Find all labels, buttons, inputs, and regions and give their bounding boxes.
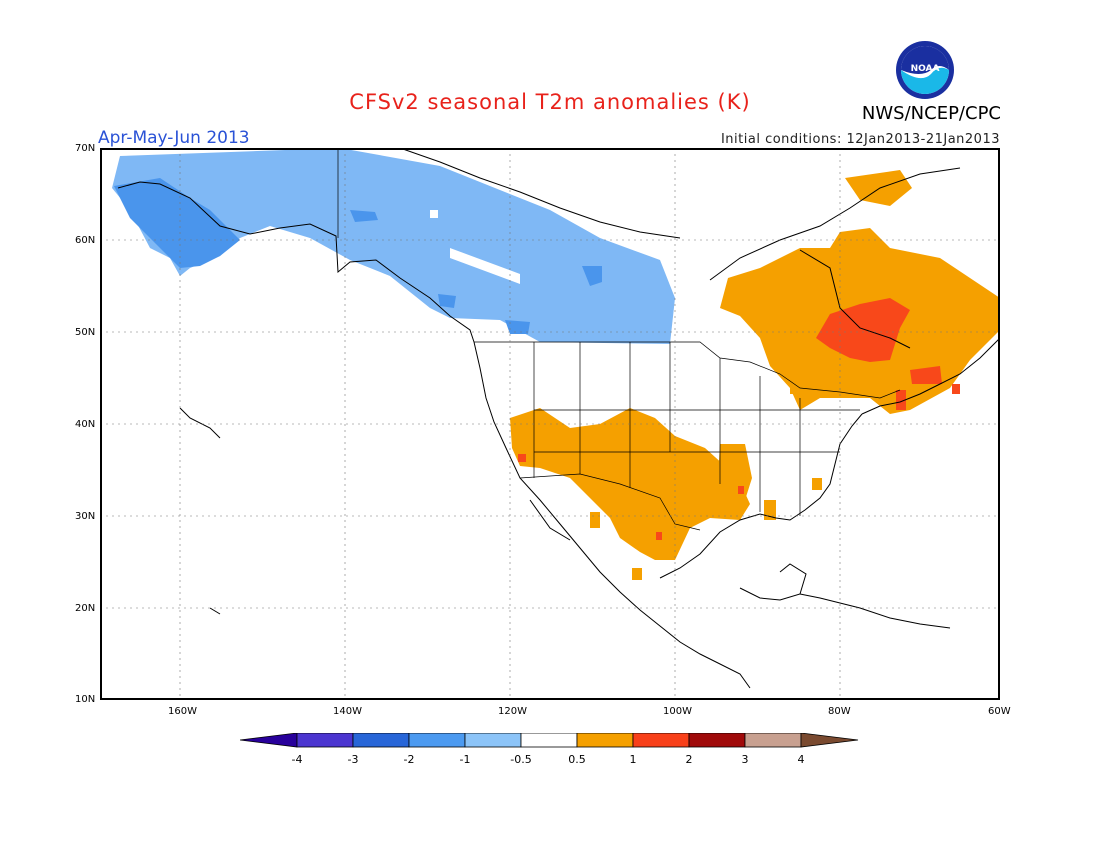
lon-label: 120W <box>498 706 527 717</box>
lat-label: 50N <box>75 327 96 338</box>
agency-label: NWS/NCEP/CPC <box>861 103 1001 124</box>
graticule <box>100 148 1000 700</box>
lat-label: 10N <box>75 694 96 705</box>
colorbar-label: -2 <box>404 753 415 766</box>
anomaly-map <box>100 148 1000 700</box>
noaa-logo-text: NOAA <box>911 64 940 74</box>
colorbar-swatch <box>296 733 354 748</box>
colorbar-swatch <box>240 733 298 748</box>
colorbar: -4 -3 -2 -1 -0.5 0.5 1 2 3 4 <box>240 733 859 766</box>
colorbar-label: -0.5 <box>510 753 531 766</box>
map-frame <box>100 148 1000 700</box>
lon-label: 80W <box>828 706 851 717</box>
noaa-logo-icon: NOAA <box>896 41 954 99</box>
forecast-period: Apr-May-Jun 2013 <box>98 128 250 148</box>
cold-anomaly-region <box>112 148 675 344</box>
lon-label: 60W <box>988 706 1011 717</box>
chart-title: CFSv2 seasonal T2m anomalies (K) <box>349 90 751 114</box>
lon-label: 100W <box>663 706 692 717</box>
colorbar-swatch <box>576 733 634 748</box>
colorbar-label: 3 <box>742 753 749 766</box>
lat-label: 70N <box>75 143 96 154</box>
colorbar-swatch <box>520 733 578 748</box>
initial-conditions: Initial conditions: 12Jan2013-21Jan2013 <box>720 132 1000 147</box>
colorbar-swatch <box>464 733 522 748</box>
lon-label: 140W <box>333 706 362 717</box>
colorbar-label: -4 <box>292 753 303 766</box>
colorbar-label: 2 <box>686 753 693 766</box>
lat-label: 20N <box>75 603 96 614</box>
colorbar-swatch <box>800 733 859 748</box>
lat-label: 30N <box>75 511 96 522</box>
colorbar-label: 1 <box>630 753 637 766</box>
colorbar-label: -3 <box>348 753 359 766</box>
colorbar-swatch <box>632 733 690 748</box>
colorbar-swatch <box>352 733 410 748</box>
colorbar-label: 0.5 <box>568 753 586 766</box>
colorbar-label: -1 <box>460 753 471 766</box>
colorbar-swatch <box>408 733 466 748</box>
colorbar-label: 4 <box>798 753 805 766</box>
lat-label: 40N <box>75 419 96 430</box>
lon-label: 160W <box>168 706 197 717</box>
lat-label: 60N <box>75 235 96 246</box>
colorbar-swatch <box>688 733 746 748</box>
borders <box>337 148 901 531</box>
colorbar-swatch <box>744 733 802 748</box>
strong-warm-anomaly-region <box>518 298 960 540</box>
